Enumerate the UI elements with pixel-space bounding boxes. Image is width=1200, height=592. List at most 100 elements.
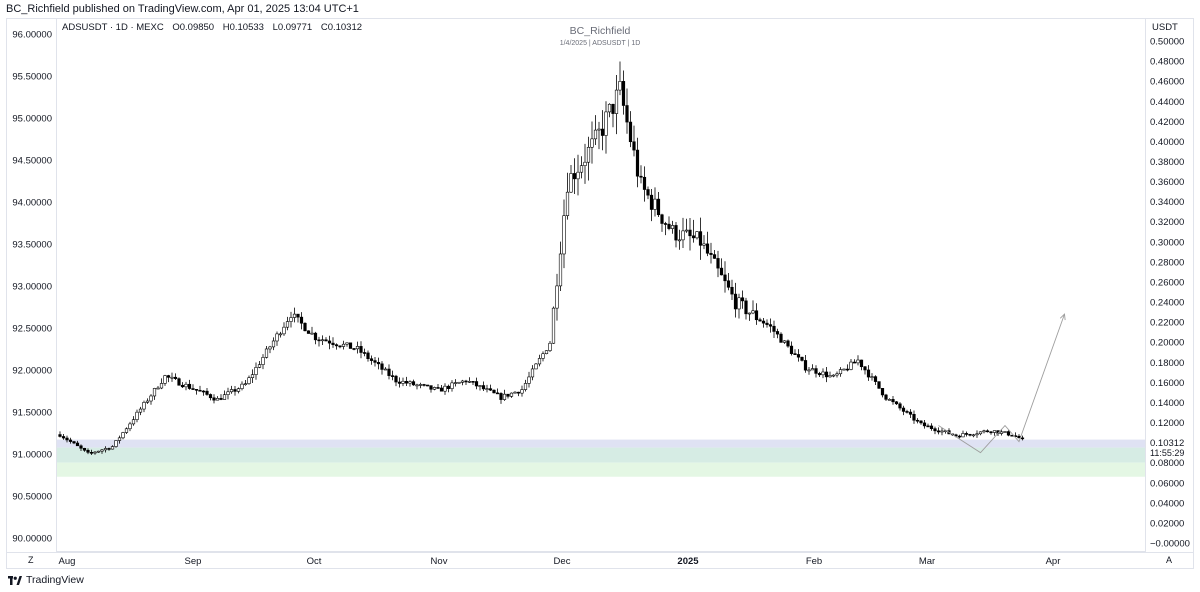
right-axis-tick: 0.32000 bbox=[1150, 217, 1184, 228]
candle bbox=[478, 385, 482, 391]
candle bbox=[166, 374, 171, 383]
right-axis-tick: 0.18000 bbox=[1150, 358, 1184, 369]
candle bbox=[481, 381, 486, 391]
candle bbox=[845, 364, 850, 372]
candle bbox=[625, 88, 629, 134]
candle bbox=[968, 433, 972, 437]
right-axis-tick: 0.08000 bbox=[1150, 458, 1184, 469]
x-axis-tick: Feb bbox=[806, 556, 822, 567]
candle-body bbox=[901, 407, 906, 412]
candle bbox=[103, 446, 108, 453]
candle-body bbox=[138, 408, 143, 413]
candle-body bbox=[145, 400, 150, 403]
candle bbox=[649, 189, 654, 222]
candle bbox=[523, 379, 528, 392]
candle-body bbox=[453, 382, 458, 384]
candle bbox=[180, 382, 185, 388]
candle bbox=[324, 337, 328, 342]
candle bbox=[569, 164, 573, 193]
candle bbox=[110, 445, 115, 450]
candle bbox=[198, 385, 202, 392]
candle bbox=[457, 381, 461, 384]
candle-body bbox=[940, 430, 944, 433]
candle-body bbox=[786, 340, 790, 347]
candle-body bbox=[968, 433, 972, 436]
candle-body bbox=[828, 375, 832, 378]
candle-body bbox=[593, 129, 598, 140]
candle-body bbox=[933, 428, 937, 432]
candle bbox=[254, 362, 258, 380]
candle bbox=[628, 111, 633, 148]
left-axis-tick: 95.50000 bbox=[12, 72, 52, 83]
candle-body bbox=[922, 422, 927, 427]
candle bbox=[327, 335, 332, 350]
candle bbox=[922, 420, 927, 429]
auto-scale-button[interactable]: A bbox=[1166, 555, 1173, 565]
candle bbox=[849, 359, 853, 371]
candle bbox=[789, 341, 794, 356]
candle bbox=[173, 373, 178, 381]
candle-body bbox=[418, 384, 423, 386]
candle-body bbox=[635, 149, 640, 177]
left-price-axis[interactable]: 96.00000 95.50000 95.00000 94.50000 94.00000… bbox=[12, 30, 52, 545]
candle-body bbox=[187, 383, 192, 389]
candle bbox=[541, 351, 545, 362]
candle-body bbox=[625, 105, 629, 123]
candle bbox=[723, 261, 727, 293]
candle-body bbox=[352, 348, 356, 350]
candle bbox=[341, 340, 346, 350]
candle bbox=[831, 374, 836, 378]
zoom-button[interactable]: Z bbox=[28, 555, 34, 565]
candle bbox=[698, 217, 703, 260]
currency-unit-label[interactable]: USDT bbox=[1152, 22, 1178, 33]
candle bbox=[957, 434, 962, 439]
candle-body bbox=[331, 342, 335, 345]
candle bbox=[863, 366, 867, 375]
support-zone-1 bbox=[56, 447, 1146, 463]
candle-body bbox=[880, 388, 885, 396]
candle-body bbox=[807, 369, 811, 372]
candle-body bbox=[247, 377, 251, 385]
candle-body bbox=[509, 392, 514, 397]
candle-body bbox=[474, 381, 479, 387]
candle-body bbox=[362, 352, 367, 354]
candle-body bbox=[912, 414, 916, 421]
right-axis-tick: 0.48000 bbox=[1150, 57, 1184, 68]
candle-body bbox=[198, 389, 202, 392]
candle bbox=[121, 431, 125, 440]
candle bbox=[782, 340, 787, 344]
candle bbox=[177, 377, 181, 386]
candle bbox=[100, 448, 104, 454]
symbol-legend[interactable]: ADSUSDT · 1D · MEXC O0.09850 H0.10533 L0… bbox=[62, 22, 368, 33]
candle bbox=[796, 349, 801, 362]
symbol-name[interactable]: ADSUSDT · 1D · MEXC bbox=[62, 22, 164, 33]
candle-body bbox=[254, 367, 258, 375]
candle bbox=[656, 192, 661, 217]
candle-body bbox=[278, 333, 283, 336]
candle-body bbox=[775, 331, 780, 335]
time-axis[interactable]: Aug Sep Oct Nov Dec 2025 Feb Mar Apr bbox=[59, 556, 1061, 567]
candle-body bbox=[712, 254, 717, 259]
candle-body bbox=[324, 339, 328, 342]
candle bbox=[807, 367, 811, 375]
candle-body bbox=[989, 431, 993, 434]
candle-body bbox=[117, 437, 122, 441]
candle-body bbox=[296, 313, 300, 318]
tradingview-footer[interactable]: TradingView bbox=[8, 574, 84, 586]
candle-body bbox=[653, 198, 657, 210]
right-price-axis[interactable]: 0.50000 0.48000 0.46000 0.44000 0.42000 0.400… bbox=[1150, 37, 1190, 550]
candle bbox=[460, 379, 465, 386]
support-zone-0 bbox=[56, 439, 1146, 448]
candle-body bbox=[124, 428, 129, 433]
candle-body bbox=[376, 362, 381, 365]
chart-pane-frame bbox=[56, 18, 1146, 552]
candle bbox=[58, 431, 62, 438]
candle-body bbox=[152, 388, 157, 397]
candle-body bbox=[520, 389, 524, 394]
candle bbox=[975, 430, 979, 438]
candle bbox=[933, 426, 937, 435]
candle-body bbox=[992, 430, 997, 433]
candle-body bbox=[485, 388, 489, 390]
candle bbox=[908, 409, 913, 419]
